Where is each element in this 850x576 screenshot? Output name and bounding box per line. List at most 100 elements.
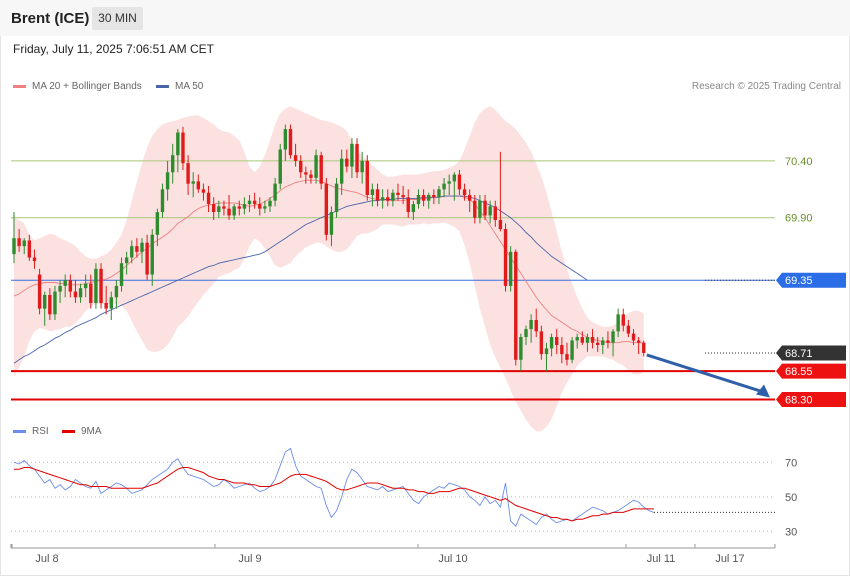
price-label-70.40: 70.40 bbox=[785, 156, 813, 168]
candle-body bbox=[549, 337, 554, 349]
candle-body bbox=[140, 242, 144, 252]
candle-body bbox=[636, 340, 641, 343]
candle-body bbox=[258, 204, 262, 209]
candle-body bbox=[544, 348, 549, 355]
candle-body bbox=[247, 200, 252, 205]
candle-body bbox=[329, 212, 334, 235]
candle-body bbox=[478, 200, 482, 218]
ma50-legend-label: MA 50 bbox=[175, 81, 204, 92]
price-label-68.55: 68.55 bbox=[785, 366, 813, 378]
candle-body bbox=[580, 337, 585, 343]
candle-body bbox=[447, 181, 451, 184]
candle-body bbox=[498, 220, 503, 230]
ma50-swatch bbox=[156, 85, 169, 88]
price-label-69.35: 69.35 bbox=[785, 275, 813, 287]
rsi-tick-30: 30 bbox=[785, 526, 797, 538]
copyright-text: Research © 2025 Trading Central bbox=[691, 81, 841, 92]
candle-body bbox=[314, 155, 318, 178]
timeframe-button[interactable]: 30 MIN bbox=[92, 7, 143, 30]
candle-body bbox=[288, 129, 293, 156]
rsi-tick-50: 50 bbox=[785, 492, 797, 504]
candle-body bbox=[514, 251, 518, 360]
forecast-arrow bbox=[646, 353, 763, 393]
rsi-tick-70: 70 bbox=[785, 457, 797, 469]
price-label-68.71: 68.71 bbox=[785, 348, 813, 360]
candle-body bbox=[575, 337, 579, 341]
bollinger-band bbox=[14, 106, 644, 432]
candle-body bbox=[227, 208, 231, 216]
candle-body bbox=[273, 183, 277, 201]
candle-body bbox=[299, 160, 303, 173]
candle-body bbox=[22, 240, 26, 247]
candle-body bbox=[63, 280, 67, 286]
candle-body bbox=[437, 189, 441, 198]
rsi-ma-swatch bbox=[62, 430, 75, 433]
candle-body bbox=[171, 155, 175, 173]
instrument-title: Brent (ICE) bbox=[11, 10, 90, 27]
candle-body bbox=[508, 251, 513, 286]
candle-body bbox=[473, 200, 477, 218]
candle-body bbox=[206, 192, 211, 205]
x-axis-label-jul-9: Jul 9 bbox=[238, 553, 261, 565]
candle-body bbox=[401, 195, 405, 198]
candle-body bbox=[242, 204, 247, 209]
candle-body bbox=[442, 183, 446, 190]
candle-body bbox=[176, 132, 180, 156]
candle-body bbox=[467, 195, 472, 201]
rsi-legend-label: RSI bbox=[32, 426, 49, 437]
candle-body bbox=[616, 314, 620, 332]
candle-body bbox=[452, 174, 457, 182]
candle-body bbox=[611, 331, 615, 343]
candle-body bbox=[232, 206, 236, 216]
x-axis-label-jul-8: Jul 8 bbox=[35, 553, 58, 565]
candle-body bbox=[181, 132, 185, 164]
candle-body bbox=[432, 195, 436, 198]
candle-body bbox=[155, 212, 160, 235]
rsi-ma-line bbox=[14, 467, 654, 522]
x-axis-label-jul-17: Jul 17 bbox=[715, 553, 744, 565]
candle-body bbox=[555, 337, 559, 345]
price-tag-68.30 bbox=[776, 392, 846, 408]
candle-body bbox=[293, 155, 298, 161]
candle-body bbox=[73, 291, 78, 298]
candle-body bbox=[211, 204, 216, 213]
candle-body bbox=[222, 206, 226, 209]
candle-body bbox=[160, 189, 165, 213]
candle-body bbox=[590, 337, 595, 343]
candle-body bbox=[570, 340, 574, 360]
candle-body bbox=[365, 160, 369, 195]
candle-body bbox=[150, 234, 154, 275]
price-tag-69.35 bbox=[776, 272, 846, 288]
candle-body bbox=[130, 246, 134, 258]
candle-body bbox=[488, 206, 492, 216]
legend-ma50: MA 50 bbox=[156, 81, 203, 92]
header-bar: Brent (ICE) 30 MIN bbox=[0, 0, 850, 36]
candle-body bbox=[416, 195, 421, 205]
candle-body bbox=[32, 257, 37, 261]
candle-body bbox=[324, 183, 329, 235]
candle-body bbox=[355, 143, 359, 173]
candle-body bbox=[534, 320, 538, 332]
candle-body bbox=[268, 200, 272, 207]
candle-body bbox=[386, 197, 390, 201]
x-axis-label-jul-11: Jul 11 bbox=[647, 553, 676, 565]
candle-body bbox=[529, 320, 533, 330]
candle-body bbox=[350, 143, 354, 167]
candle-body bbox=[539, 331, 544, 355]
candle-body bbox=[83, 283, 88, 289]
candle-body bbox=[78, 288, 83, 298]
candle-body bbox=[165, 172, 170, 190]
candle-body bbox=[237, 206, 241, 209]
candle-body bbox=[601, 340, 605, 345]
candle-body bbox=[37, 274, 42, 309]
candle-body bbox=[503, 229, 508, 286]
candle-body bbox=[411, 204, 416, 213]
price-tag-68.71 bbox=[776, 345, 846, 361]
candle-body bbox=[191, 181, 195, 184]
candle-body bbox=[43, 295, 47, 309]
candle-body bbox=[58, 285, 62, 292]
candle-body bbox=[421, 195, 426, 201]
ma50-line bbox=[13, 195, 588, 364]
candle-body bbox=[27, 240, 32, 258]
